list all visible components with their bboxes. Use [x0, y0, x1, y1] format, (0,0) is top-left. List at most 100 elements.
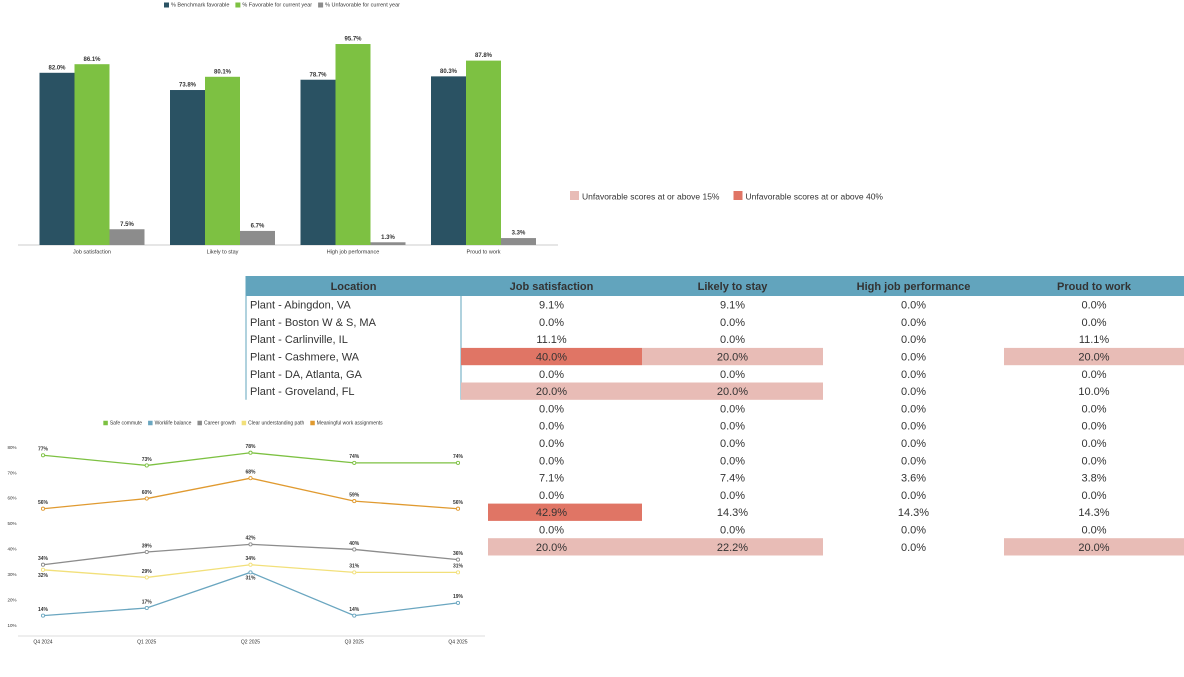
data-label: 56% [38, 500, 49, 506]
bar [370, 242, 406, 245]
bar [501, 238, 536, 245]
legend-swatch [733, 191, 743, 200]
point [40, 613, 46, 618]
table-cell: 0.0% [539, 421, 564, 433]
x-tick-label: Q4 2024 [33, 639, 52, 645]
table-cell: 20.0% [1078, 542, 1109, 554]
point [352, 499, 357, 504]
table-cell: 11.1% [536, 334, 567, 346]
column-header: Likely to stay [698, 281, 769, 293]
table-cell: 0.0% [720, 438, 745, 450]
table-cell: 0.0% [1081, 490, 1106, 502]
data-label: 78% [245, 444, 256, 450]
data-label: 1.3% [381, 235, 395, 241]
y-tick-label: 50% [7, 521, 16, 526]
legend-swatch [148, 420, 153, 426]
table-cell: 0.0% [901, 351, 926, 363]
table-cell: 0.0% [1081, 421, 1106, 433]
bar [205, 76, 240, 245]
point [248, 542, 253, 547]
table-cell: 9.1% [720, 300, 745, 312]
legend-label: Safe commute [110, 420, 142, 426]
data-label: 74% [349, 454, 360, 460]
legend-swatch [570, 191, 579, 200]
table-cell: 0.0% [901, 455, 926, 467]
x-tick-label: Q1 2025 [137, 639, 156, 645]
table-cell: 0.0% [1081, 317, 1106, 329]
point [455, 506, 461, 511]
table-cell: 0.0% [720, 421, 745, 433]
data-label: 40% [349, 541, 360, 547]
table-cell: 14.3% [898, 507, 929, 519]
data-label: 14% [38, 607, 49, 613]
legend-label: Clear understanding path [248, 420, 304, 426]
location-cell: Plant - Groveland, FL [250, 386, 355, 398]
table-cell: 0.0% [901, 524, 926, 536]
data-label: 60% [142, 490, 153, 496]
x-tick-label: Job satisfaction [73, 249, 111, 255]
point [40, 506, 46, 511]
data-label: 39% [142, 543, 153, 549]
data-label: 59% [349, 492, 360, 498]
table-cell: 0.0% [720, 455, 745, 467]
point [455, 570, 461, 575]
legend-swatch [164, 2, 169, 8]
table-cell: 0.0% [539, 438, 564, 450]
table-cell: 14.3% [717, 507, 748, 519]
cell-highlight [642, 382, 823, 400]
table-cell: 40.0% [536, 351, 567, 363]
data-label: 32% [38, 573, 49, 579]
table-cell: 0.0% [539, 317, 564, 329]
point [352, 570, 357, 575]
legend-swatch [310, 420, 315, 426]
data-label: 29% [142, 569, 153, 575]
data-label: 42% [245, 536, 256, 542]
location-cell: Plant - Cashmere, WA [250, 351, 360, 363]
cell-highlight [1004, 538, 1184, 556]
table-cell: 0.0% [1081, 438, 1106, 450]
table-cell: 20.0% [717, 351, 748, 363]
legend-label: % Unfavorable for current year [325, 2, 400, 8]
table-cell: 0.0% [901, 386, 926, 398]
table-cell: 0.0% [1081, 524, 1106, 536]
table-cell: 0.0% [1081, 369, 1106, 381]
table-cell: 0.0% [539, 455, 564, 467]
point [144, 575, 149, 580]
bar [240, 230, 275, 245]
legend-swatch [103, 420, 108, 426]
legend-label: Unfavorable scores at or above 40% [746, 191, 884, 201]
location-cell: Plant - DA, Atlanta, GA [250, 369, 363, 381]
table-cell: 0.0% [901, 334, 926, 346]
legend-label: % Favorable for current year [242, 2, 312, 8]
data-label: 95.7% [344, 37, 362, 43]
x-tick-label: Likely to stay [207, 249, 239, 255]
legend-swatch [318, 2, 324, 8]
table-cell: 0.0% [720, 524, 745, 536]
table-cell: 0.0% [901, 403, 926, 415]
y-tick-label: 20% [7, 598, 16, 603]
y-tick-label: 10% [7, 623, 16, 628]
data-label: 80.3% [440, 69, 458, 75]
table-cell: 0.0% [901, 490, 926, 502]
table-cell: 0.0% [720, 317, 745, 329]
data-label: 7.5% [120, 222, 134, 228]
data-label: 17% [142, 599, 153, 605]
y-tick-label: 30% [7, 572, 16, 577]
x-tick-label: High job performance [327, 249, 380, 255]
legend: Safe commute Worklife balance Career growt… [103, 420, 383, 426]
table-cell: 7.4% [720, 473, 745, 485]
bar [431, 76, 466, 246]
table-cell: 0.0% [1081, 300, 1106, 312]
cell-highlight [461, 503, 642, 521]
data-label: 14% [349, 607, 360, 613]
x-tick-label: Q3 2025 [345, 639, 364, 645]
table-cell: 0.0% [539, 403, 564, 415]
bar [39, 72, 75, 245]
legend-swatch [197, 420, 202, 426]
data-label: 82.0% [48, 65, 66, 71]
legend-label: Unfavorable scores at or above 15% [582, 191, 720, 201]
legend-label: Meaningful work assignments [317, 420, 383, 426]
bar [466, 60, 501, 246]
